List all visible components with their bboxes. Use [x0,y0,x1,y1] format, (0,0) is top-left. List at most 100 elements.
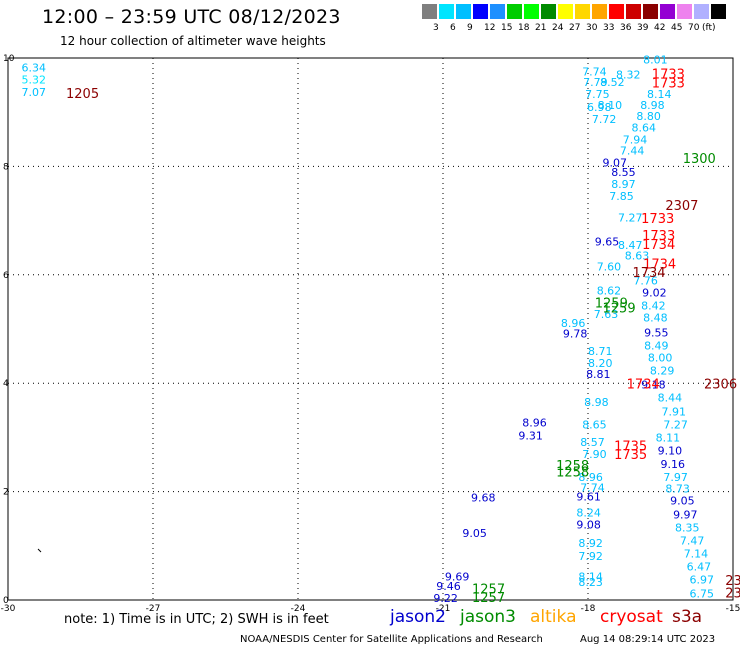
colorbar-label: 15 [501,23,513,33]
colorbar-swatch [490,4,505,19]
wave-height-value: 6.34 [22,62,47,75]
wave-height-value: 9.16 [661,458,686,471]
pass-time-label: 1733 [641,212,674,227]
colorbar-label: 24 [552,23,564,33]
wave-height-value: 7.72 [592,113,617,126]
colorbar-swatch [507,4,522,19]
pass-time-label: 1735 [614,448,647,463]
colorbar-label: 21 [535,23,547,33]
wave-height-value: 6.75 [690,587,715,600]
colorbar-label: 33 [603,23,615,33]
wave-height-value: 7.44 [620,144,645,157]
wave-height-value: 9.08 [576,518,601,531]
pass-time-label: 1734 [642,238,675,253]
stray-mark [37,548,42,553]
wave-height-value: 8.42 [641,299,666,312]
wave-height-value: 9.69 [445,570,470,583]
wave-height-value: 8.44 [658,392,683,405]
colorbar-swatch [439,4,454,19]
wave-height-value: 8.65 [582,419,607,432]
colorbar-swatch [677,4,692,19]
colorbar-swatch [575,4,590,19]
wave-height-value: 8.24 [576,507,601,520]
pass-time-label: 1733 [642,229,675,244]
wave-height-value: 8.73 [665,483,690,496]
map-subtitle: 12 hour collection of altimeter wave hei… [60,34,326,48]
colorbar-label: 12 [484,23,496,33]
colorbar-swatch [541,4,556,19]
wave-height-value: 7.07 [22,86,47,99]
lon-tick-label: -24 [291,604,306,614]
wave-height-value: 9.78 [563,328,588,341]
legend-jason3: jason3 [460,607,516,627]
wave-height-value: 9.46 [436,580,461,593]
pass-time-label: 2307 [665,199,698,214]
wave-height-value: 6.98 [587,101,612,114]
wave-height-value: 8.96 [522,417,547,430]
pass-time-label: 1205 [66,87,99,102]
wave-height-value: 8.49 [644,340,669,353]
wave-height-value: 8.14 [647,88,672,101]
wave-height-value: 8.10 [598,99,623,112]
pass-time-label: 1258 [556,459,589,474]
wave-height-value: 7.27 [618,212,643,225]
wave-height-value: 9.05 [670,495,695,508]
wave-height-value: 7.76 [633,275,658,288]
colorbar-swatch [660,4,675,19]
map-title: 12:00 – 23:59 UTC 08/12/2023 [42,6,341,28]
wave-height-value: 8.47 [618,239,643,252]
wave-height-value: 8.81 [586,368,611,381]
colorbar-label: 3 [433,23,439,33]
legend-altika: altika [530,607,577,627]
wave-height-value: 8.32 [616,69,641,82]
wave-height-value: 8.11 [656,432,681,445]
colorbar-swatch [456,4,471,19]
wave-height-value: 8.98 [640,99,665,112]
wave-height-value: 7.79 [583,76,608,89]
wave-height-value: 7.63 [594,308,619,321]
generation-timestamp: Aug 14 08:29:14 UTC 2023 [580,634,716,645]
wave-height-value: 7.47 [680,535,705,548]
lon-tick-label: -15 [726,604,740,614]
wave-height-value: 8.64 [632,122,657,135]
wave-height-value: 8.98 [584,396,609,409]
credit-text: NOAA/NESDIS Center for Satellite Applica… [240,634,543,645]
lat-tick-label: 4 [3,379,9,389]
colorbar-label: 39 [637,23,649,33]
wave-height-value: 7.97 [663,471,688,484]
colorbar-label: 36 [620,23,632,33]
wave-height-value: 7.90 [582,448,607,461]
colorbar-label: 18 [518,23,530,33]
wave-height-value: 8.92 [578,537,603,550]
pass-time-label: 1733 [652,76,685,91]
wave-height-value: 7.94 [623,134,648,147]
wave-height-value: 8.23 [578,576,603,589]
colorbar-label: 70 [688,23,700,33]
colorbar-label: (ft) [702,23,716,33]
colorbar-label: 42 [654,23,666,33]
wave-height-value: 9.07 [603,156,628,169]
wave-height-value: 9.31 [518,430,543,443]
colorbar-swatch [609,4,624,19]
wave-height-value: 7.91 [661,406,686,419]
colorbar-swatch [524,4,539,19]
wave-height-value: 9.97 [673,509,698,522]
pass-time-label: 230 [725,586,740,601]
lat-tick-label: 6 [3,271,9,281]
pass-time-label: 1259 [603,302,636,317]
wave-height-value: 9.18 [641,379,666,392]
wave-height-value: 9.05 [462,527,487,540]
lat-tick-label: 8 [3,162,9,172]
pass-time-label: 1734 [643,257,676,272]
wave-height-value: 7.74 [580,482,605,495]
legend-cryosat: cryosat [600,607,663,627]
wave-height-value: 8.57 [580,436,605,449]
colorbar-swatch [558,4,573,19]
wave-height-value: 8.63 [625,250,650,263]
pass-time-label: 2306 [704,378,737,393]
wave-height-value: 9.65 [595,236,620,249]
wave-height-value: 7.92 [578,550,603,563]
wave-height-value: 8.20 [588,357,613,370]
colorbar-swatch [694,4,709,19]
map-frame [7,57,734,601]
